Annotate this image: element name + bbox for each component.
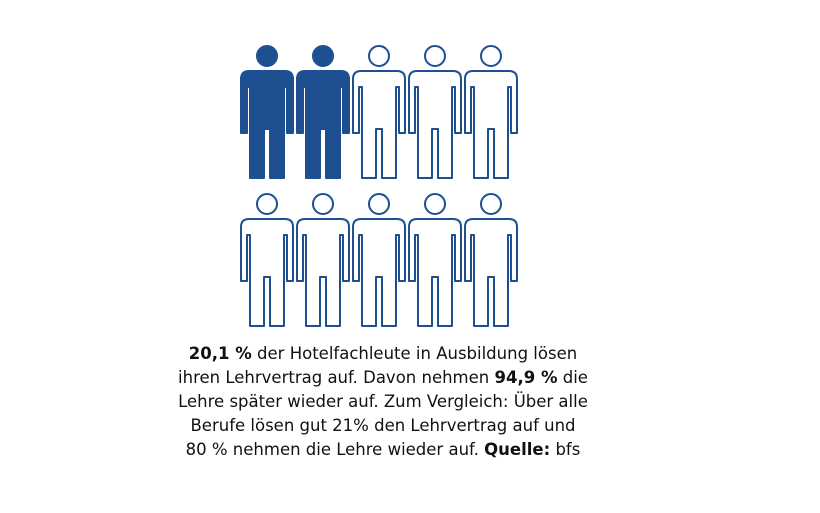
- head: [480, 45, 502, 67]
- body: [464, 70, 518, 179]
- caption-line: ihren Lehrvertrag auf. Davon nehmen 94,9…: [160, 366, 606, 390]
- body: [240, 70, 294, 179]
- caption-text: Quelle:: [484, 440, 551, 459]
- head: [312, 45, 334, 67]
- caption-text: die: [557, 368, 588, 387]
- head: [424, 45, 446, 67]
- caption-text: 80 % nehmen die Lehre wieder auf.: [185, 440, 485, 459]
- head: [424, 193, 446, 215]
- caption-line: Lehre später wieder auf. Zum Vergleich: …: [160, 390, 606, 414]
- person-icon-filled: [240, 45, 294, 179]
- body: [240, 218, 294, 327]
- person-icon: [408, 193, 462, 327]
- pictogram: [240, 45, 518, 327]
- person-icon: [240, 193, 294, 327]
- caption-text: bfs: [550, 440, 581, 459]
- body: [296, 70, 350, 179]
- caption-text: ihren Lehrvertrag auf. Davon nehmen: [178, 368, 495, 387]
- head: [256, 193, 278, 215]
- person-icon: [464, 45, 518, 179]
- person-icon: [352, 45, 406, 179]
- person-icon-filled: [296, 45, 350, 179]
- caption-line: 80 % nehmen die Lehre wieder auf. Quelle…: [160, 438, 606, 462]
- person-icon: [296, 193, 350, 327]
- person-icon: [464, 193, 518, 327]
- caption-text: 20,1 %: [188, 344, 252, 363]
- caption: 20,1 % der Hotelfachleute in Ausbildung …: [160, 342, 606, 462]
- head: [312, 193, 334, 215]
- body: [352, 218, 406, 327]
- person-icon: [352, 193, 406, 327]
- caption-text: 94,9 %: [494, 368, 558, 387]
- body: [464, 218, 518, 327]
- caption-line: Berufe lösen gut 21% den Lehrvertrag auf…: [160, 414, 606, 438]
- caption-text: der Hotelfachleute in Ausbildung lösen: [251, 344, 578, 363]
- body: [296, 218, 350, 327]
- body: [408, 70, 462, 179]
- body: [408, 218, 462, 327]
- caption-text: Berufe lösen gut 21% den Lehrvertrag auf…: [190, 416, 576, 435]
- caption-text: Lehre später wieder auf. Zum Vergleich: …: [178, 392, 588, 411]
- head: [368, 45, 390, 67]
- body: [352, 70, 406, 179]
- head: [480, 193, 502, 215]
- caption-line: 20,1 % der Hotelfachleute in Ausbildung …: [160, 342, 606, 366]
- person-icon: [408, 45, 462, 179]
- head: [368, 193, 390, 215]
- head: [256, 45, 278, 67]
